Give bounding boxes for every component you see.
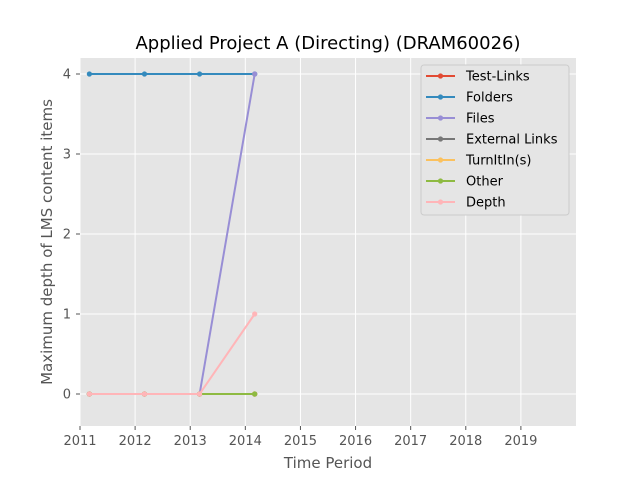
y-tick-label: 1	[63, 308, 71, 323]
y-axis-ticks: 0 1 2 3 4	[63, 68, 80, 403]
legend-marker-other	[437, 178, 444, 184]
legend-label-other: Other	[466, 175, 504, 190]
data-point-files	[252, 71, 258, 77]
legend-marker-folders	[437, 94, 444, 100]
x-tick-label: 2012	[119, 434, 152, 449]
x-tick-label: 2014	[229, 434, 262, 449]
data-point-folders	[196, 71, 203, 77]
legend-marker-turnitin-s	[437, 157, 444, 163]
x-tick-label: 2013	[174, 434, 207, 449]
legend-label-turnitin-s: TurnItIn(s)	[465, 154, 531, 169]
y-axis-label: Maximum depth of LMS content items	[38, 99, 56, 385]
x-axis-ticks: 2011 2012 2013 2014 2015 2016 2017 2018 2019	[63, 426, 537, 449]
data-point-folders	[141, 71, 148, 77]
legend-box	[420, 64, 570, 216]
legend-label-folders: Folders	[466, 91, 513, 106]
x-tick-label: 2015	[284, 434, 317, 449]
legend-marker-depth	[437, 199, 444, 205]
legend-marker-files	[437, 115, 444, 121]
data-point-depth	[86, 391, 92, 397]
x-tick-label: 2016	[339, 434, 372, 449]
legend: Test-Links Folders Files External Links Turn…	[420, 64, 570, 216]
y-tick-label: 3	[63, 148, 71, 163]
legend-label-files: Files	[466, 112, 495, 127]
legend-marker-test-links	[437, 73, 444, 79]
data-point-depth	[196, 391, 203, 397]
legend-label-depth: Depth	[466, 196, 506, 211]
y-tick-label: 0	[63, 388, 71, 403]
data-point-other	[252, 391, 258, 397]
x-axis-label: Time Period	[283, 454, 372, 472]
y-tick-label: 2	[63, 228, 71, 243]
series-line-depth	[89, 313, 256, 395]
legend-label-test-links: Test-Links	[465, 70, 530, 85]
legend-label-external-links: External Links	[466, 133, 558, 148]
x-tick-label: 2018	[449, 434, 482, 449]
x-tick-label: 2019	[504, 434, 537, 449]
data-point-depth	[252, 311, 258, 317]
series-lines	[86, 71, 258, 397]
x-tick-label: 2011	[63, 434, 96, 449]
data-point-depth	[141, 391, 148, 397]
chart-title: Applied Project A (Directing) (DRAM60026…	[135, 33, 520, 54]
legend-marker-external-links	[437, 136, 444, 142]
x-tick-label: 2017	[394, 434, 427, 449]
y-tick-label: 4	[63, 68, 71, 83]
data-point-folders	[86, 71, 92, 77]
